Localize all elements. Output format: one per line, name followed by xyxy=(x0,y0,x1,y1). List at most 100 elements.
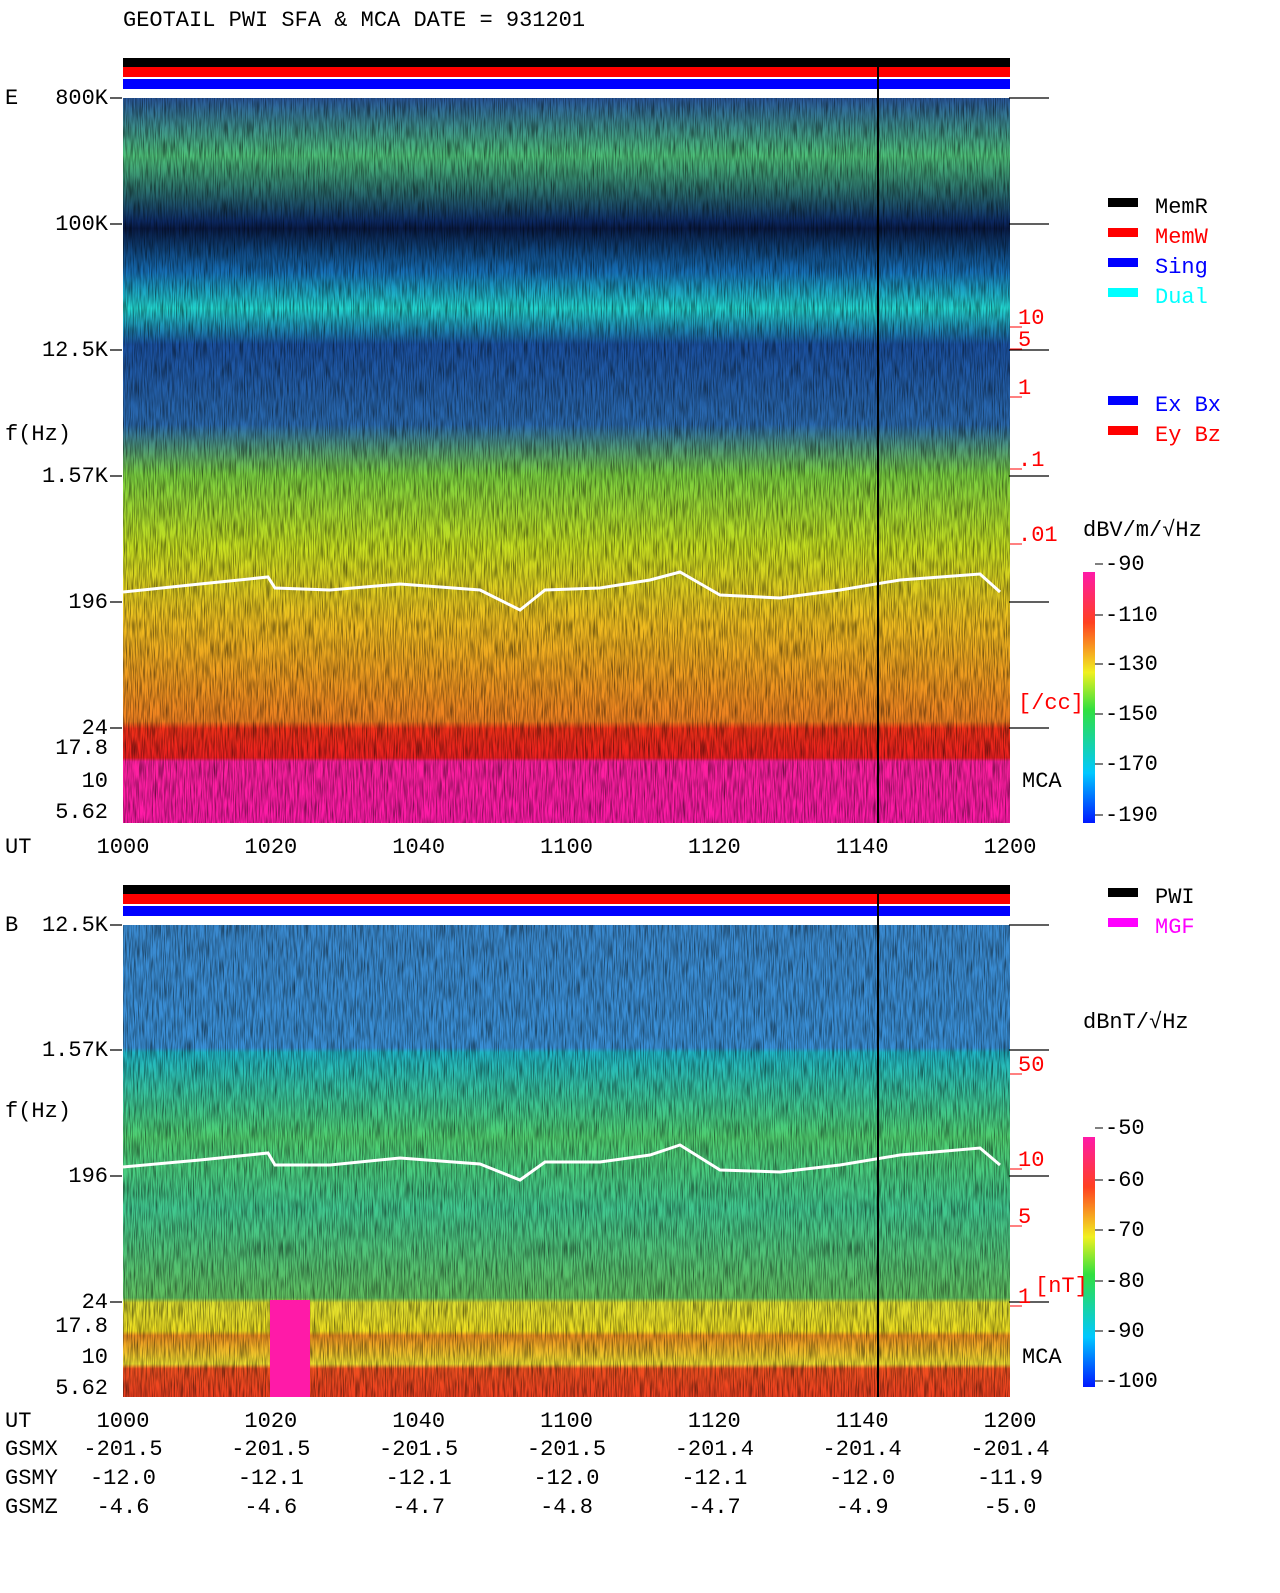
colorbar-label: -90 xyxy=(1105,552,1145,577)
orbit-label: GSMZ xyxy=(5,1495,58,1520)
legend-label: PWI xyxy=(1155,885,1195,910)
x-tick-label: 1000 xyxy=(97,835,150,860)
right-label: 1 xyxy=(1018,376,1031,401)
y-title: f(Hz) xyxy=(5,1099,71,1124)
y-tick-label: 10 xyxy=(82,769,108,794)
orbit-value: -12.0 xyxy=(533,1466,599,1491)
orbit-value: -11.9 xyxy=(977,1466,1043,1491)
orbit-value: -201.4 xyxy=(970,1437,1049,1462)
orbit-value: -4.9 xyxy=(836,1495,889,1520)
x-tick-label: 1100 xyxy=(540,835,593,860)
legend-label: Sing xyxy=(1155,255,1208,280)
right-label: [/cc] xyxy=(1018,691,1084,716)
y-tick-label: 5.62 xyxy=(55,800,108,825)
y-tick-label: 5.62 xyxy=(55,1376,108,1401)
memw-bar xyxy=(123,67,1010,77)
right-label: 1 xyxy=(1018,1285,1031,1310)
y-tick-label: 12.5K xyxy=(42,913,109,938)
right-label: 5 xyxy=(1018,328,1031,353)
x-tick-label: 1140 xyxy=(836,835,889,860)
mca-label: MCA xyxy=(1022,1345,1062,1370)
pwi-bar xyxy=(123,885,1010,894)
y-tick-label: 800K xyxy=(55,86,109,111)
x-tick-label: 1120 xyxy=(688,1409,741,1434)
colorbar xyxy=(1083,1137,1095,1387)
x-tick-label: 1020 xyxy=(244,835,297,860)
y-tick-label: 196 xyxy=(68,1164,108,1189)
orbit-label: GSMY xyxy=(5,1466,58,1491)
right-label: 10 xyxy=(1018,306,1044,331)
legend-swatch xyxy=(1108,228,1138,237)
title: GEOTAIL PWI SFA & MCA DATE = 931201 xyxy=(123,8,585,33)
y-tick-label: 12.5K xyxy=(42,338,109,363)
y-tick-label: 1.57K xyxy=(42,464,109,489)
x-title: UT xyxy=(5,835,31,860)
colorbar-label: -90 xyxy=(1105,1319,1145,1344)
orbit-value: -201.4 xyxy=(675,1437,754,1462)
memr-bar xyxy=(123,58,1010,67)
x-tick-label: 1200 xyxy=(984,835,1037,860)
y-tick-label: 17.8 xyxy=(55,736,108,761)
y-tick-label: 196 xyxy=(68,590,108,615)
right-label: 5 xyxy=(1018,1205,1031,1230)
gyro-line xyxy=(122,570,1002,612)
e-panel xyxy=(122,58,1010,823)
colorbar-label: -100 xyxy=(1105,1369,1158,1394)
orbit-value: -12.0 xyxy=(90,1466,156,1491)
x-tick-label: 1040 xyxy=(392,1409,445,1434)
blue-bar xyxy=(123,906,1010,916)
right-label: [nT] xyxy=(1035,1274,1088,1299)
x-title: UT xyxy=(5,1409,31,1434)
orbit-value: -12.1 xyxy=(238,1466,304,1491)
gyro-line xyxy=(122,1143,1001,1182)
legend-label: MemR xyxy=(1155,195,1208,220)
legend-swatch xyxy=(1108,426,1138,435)
x-tick-label: 1200 xyxy=(984,1409,1037,1434)
red-bar xyxy=(123,894,1010,904)
colorbar-label: -110 xyxy=(1105,603,1158,628)
y-tick-label: 10 xyxy=(82,1345,108,1370)
legend-swatch xyxy=(1108,396,1138,405)
y-tick-label: 100K xyxy=(55,212,109,237)
colorbar-label: -190 xyxy=(1105,803,1158,828)
panel-label: B xyxy=(5,913,18,938)
orbit-value: -12.1 xyxy=(386,1466,452,1491)
legend-swatch xyxy=(1108,918,1138,927)
spectrogram-texture xyxy=(123,98,1010,823)
sing-bar xyxy=(123,79,1010,89)
right-label: 10 xyxy=(1018,1148,1044,1173)
x-tick-label: 1100 xyxy=(540,1409,593,1434)
y-tick-label: 1.57K xyxy=(42,1038,109,1063)
panel-label: E xyxy=(5,86,18,111)
orbit-value: -201.5 xyxy=(231,1437,310,1462)
mca-burst xyxy=(270,1300,310,1397)
right-label: .01 xyxy=(1018,523,1058,548)
orbit-value: -4.7 xyxy=(688,1495,741,1520)
legend-label: MemW xyxy=(1155,225,1209,250)
x-tick-label: 1020 xyxy=(244,1409,297,1434)
legend-swatch xyxy=(1108,198,1138,207)
mca-label: MCA xyxy=(1022,769,1062,794)
orbit-value: -5.0 xyxy=(984,1495,1037,1520)
y-title: f(Hz) xyxy=(5,422,71,447)
right-label: 50 xyxy=(1018,1053,1044,1078)
x-tick-label: 1140 xyxy=(836,1409,889,1434)
orbit-value: -4.6 xyxy=(244,1495,297,1520)
colorbar-title: dBV/m/√Hz xyxy=(1083,518,1202,543)
y-tick-label: 24 xyxy=(82,1290,108,1315)
b-panel xyxy=(122,885,1010,1397)
legend-swatch xyxy=(1108,888,1138,897)
colorbar-label: -150 xyxy=(1105,702,1158,727)
orbit-value: -4.8 xyxy=(540,1495,593,1520)
colorbar-label: -50 xyxy=(1105,1116,1145,1141)
x-tick-label: 1000 xyxy=(97,1409,150,1434)
y-tick-label: 17.8 xyxy=(55,1314,108,1339)
x-tick-label: 1040 xyxy=(392,835,445,860)
colorbar-title: dBnT/√Hz xyxy=(1083,1010,1189,1035)
y-tick-label: 24 xyxy=(82,716,108,741)
colorbar-label: -60 xyxy=(1105,1168,1145,1193)
colorbar xyxy=(1083,572,1095,823)
orbit-value: -12.1 xyxy=(681,1466,747,1491)
colorbar-label: -130 xyxy=(1105,652,1158,677)
